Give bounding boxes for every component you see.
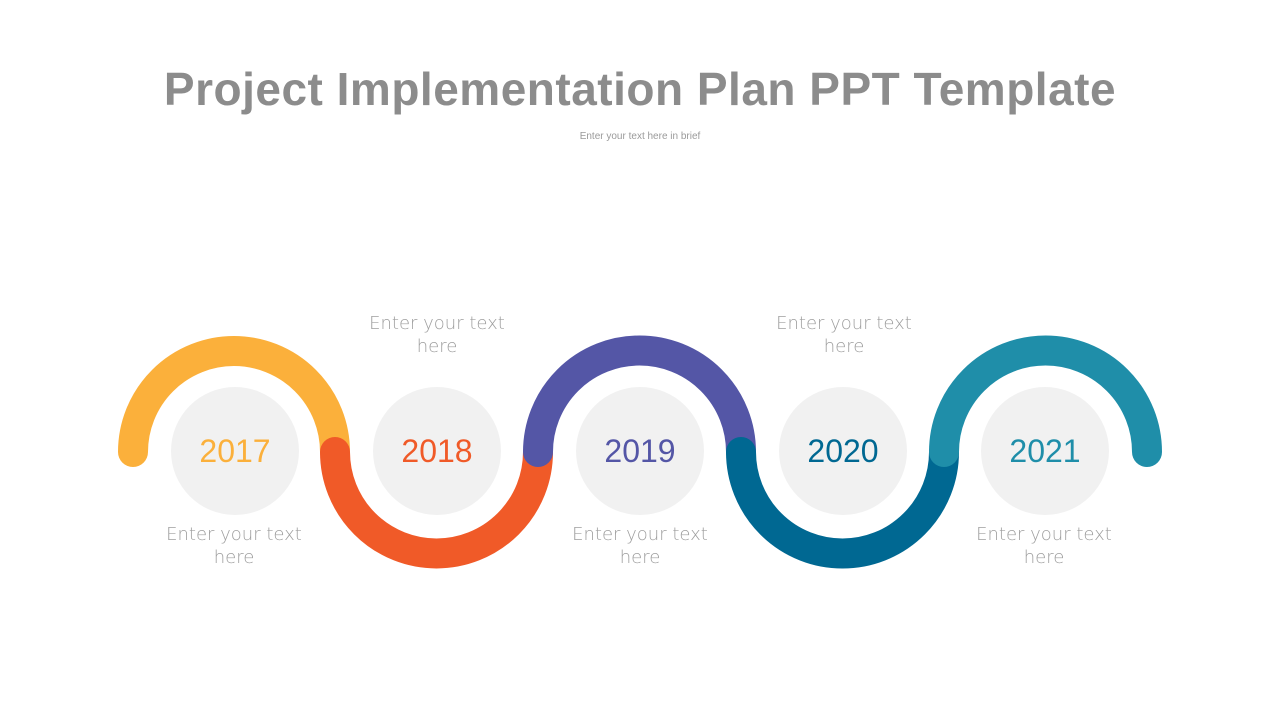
arc-2021: [929, 335, 1162, 467]
year-label: 2020: [807, 432, 879, 469]
year-label: 2017: [199, 432, 271, 469]
caption-2021: Enter your text here: [954, 523, 1134, 569]
caption-line: Enter your text: [976, 524, 1112, 545]
year-circle-2021: 2021: [981, 387, 1109, 515]
page-subtitle: Enter your text here in brief: [579, 131, 701, 142]
year-label: 2019: [604, 432, 676, 469]
year-circle-2019: 2019: [576, 387, 704, 515]
caption-2017: Enter your text here: [144, 523, 324, 569]
caption-line: here: [1023, 547, 1065, 568]
year-circle-2018: 2018: [373, 387, 501, 515]
caption-line: here: [619, 547, 661, 568]
arc-2017: [118, 336, 350, 467]
caption-line: Enter your text: [572, 524, 708, 545]
year-circle-2020: 2020: [779, 387, 907, 515]
caption-line: here: [416, 336, 458, 357]
arc-2020: [726, 437, 959, 569]
caption-2018: Enter your text here: [347, 312, 527, 358]
year-circle-2017: 2017: [171, 387, 299, 515]
year-label: 2021: [1009, 432, 1081, 469]
caption-line: Enter your text: [369, 313, 505, 334]
page-title: Project Implementation Plan PPT Template: [163, 63, 1117, 115]
arc-2018: [320, 437, 553, 569]
caption-line: Enter your text: [166, 524, 302, 545]
caption-line: Enter your text: [776, 313, 912, 334]
arc-2019: [523, 335, 756, 467]
caption-line: here: [823, 336, 865, 357]
caption-line: here: [213, 547, 255, 568]
year-label: 2018: [401, 432, 473, 469]
caption-2019: Enter your text here: [550, 523, 730, 569]
caption-2020: Enter your text here: [754, 312, 934, 358]
